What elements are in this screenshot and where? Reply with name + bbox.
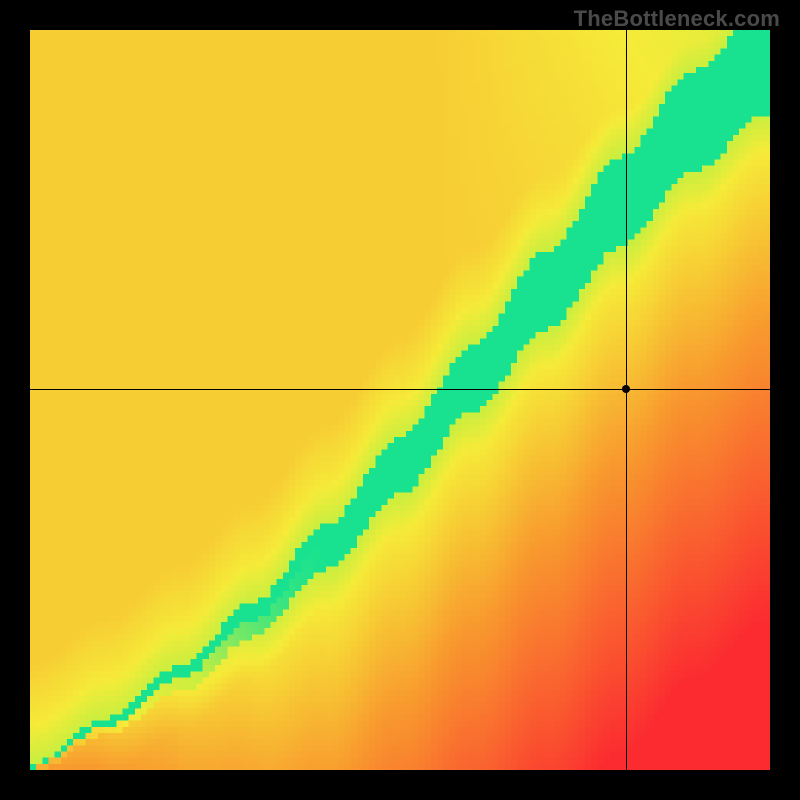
chart-frame: TheBottleneck.com [0,0,800,800]
crosshair-horizontal [30,389,770,390]
crosshair-dot [622,385,630,393]
crosshair-vertical [626,30,627,770]
heatmap-canvas [30,30,770,770]
heatmap-plot [30,30,770,770]
watermark-text: TheBottleneck.com [574,6,780,32]
